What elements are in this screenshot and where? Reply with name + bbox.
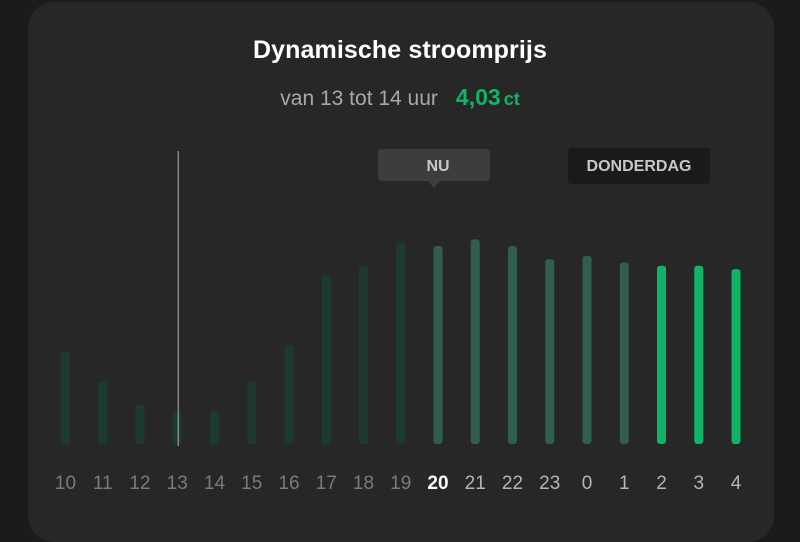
x-tick-label: 13 bbox=[167, 473, 188, 494]
x-tick-label: 12 bbox=[129, 473, 150, 494]
bar-hour-3[interactable] bbox=[694, 265, 704, 444]
x-tick-label: 20 bbox=[427, 473, 448, 494]
bar-hour-11[interactable] bbox=[98, 381, 108, 444]
x-tick-label: 3 bbox=[693, 473, 704, 494]
now-marker: NU bbox=[378, 149, 490, 188]
day-change-label: DONDERDAG bbox=[587, 158, 692, 175]
bar-hour-17[interactable] bbox=[321, 275, 331, 444]
x-tick-label: 4 bbox=[731, 473, 742, 494]
x-tick-label: 0 bbox=[582, 473, 593, 494]
price-bar-chart[interactable]: NU DONDERDAG 10 11 12 13 14 15 16 17 18 19 20 21 22 23… bbox=[0, 0, 800, 530]
x-tick-label: 16 bbox=[278, 473, 299, 494]
card-title: Dynamische stroomprijs bbox=[253, 36, 547, 64]
bar-hour-21[interactable] bbox=[470, 239, 480, 444]
x-tick-label: 14 bbox=[204, 473, 226, 494]
bar-hour-18[interactable] bbox=[359, 265, 368, 444]
bar-hour-0[interactable] bbox=[582, 255, 592, 444]
bar-hour-13[interactable] bbox=[172, 411, 182, 444]
now-marker-bubble bbox=[378, 149, 490, 188]
bar-hour-23[interactable] bbox=[545, 259, 555, 444]
x-tick-label: 18 bbox=[353, 473, 374, 494]
bar-hour-22[interactable] bbox=[508, 246, 517, 444]
now-marker-label: NU bbox=[426, 158, 449, 175]
x-tick-label: 2 bbox=[656, 473, 667, 494]
x-tick-label: 10 bbox=[55, 473, 76, 494]
bar-hour-1[interactable] bbox=[619, 262, 629, 445]
x-tick-label: 19 bbox=[390, 473, 411, 494]
x-tick-label: 1 bbox=[619, 473, 630, 494]
x-tick-label: 23 bbox=[539, 473, 560, 494]
period-label: van 13 tot 14 uur bbox=[280, 87, 438, 110]
bar-hour-14[interactable] bbox=[210, 411, 219, 444]
x-tick-label: 22 bbox=[502, 473, 523, 494]
bar-hour-19[interactable] bbox=[396, 242, 406, 444]
bar-hour-12[interactable] bbox=[135, 404, 145, 444]
price-unit: ct bbox=[503, 89, 520, 109]
bar-hour-16[interactable] bbox=[284, 345, 294, 444]
bar-hour-15[interactable] bbox=[247, 381, 257, 444]
x-tick-label: 17 bbox=[316, 473, 337, 494]
x-tick-label: 15 bbox=[241, 473, 262, 494]
x-tick-label: 11 bbox=[93, 473, 113, 494]
day-change-tag bbox=[568, 148, 710, 184]
bar-hour-2[interactable] bbox=[657, 265, 666, 444]
x-tick-label: 21 bbox=[465, 473, 486, 494]
price-summary: van 13 tot 14 uur 4,03 ct bbox=[0, 84, 800, 111]
bar-hour-4[interactable] bbox=[731, 269, 741, 444]
bar-hour-20[interactable] bbox=[433, 246, 443, 444]
day-change-marker: DONDERDAG bbox=[568, 148, 710, 184]
bar-hour-10[interactable] bbox=[61, 351, 70, 444]
price-value: 4,03 bbox=[455, 84, 501, 110]
